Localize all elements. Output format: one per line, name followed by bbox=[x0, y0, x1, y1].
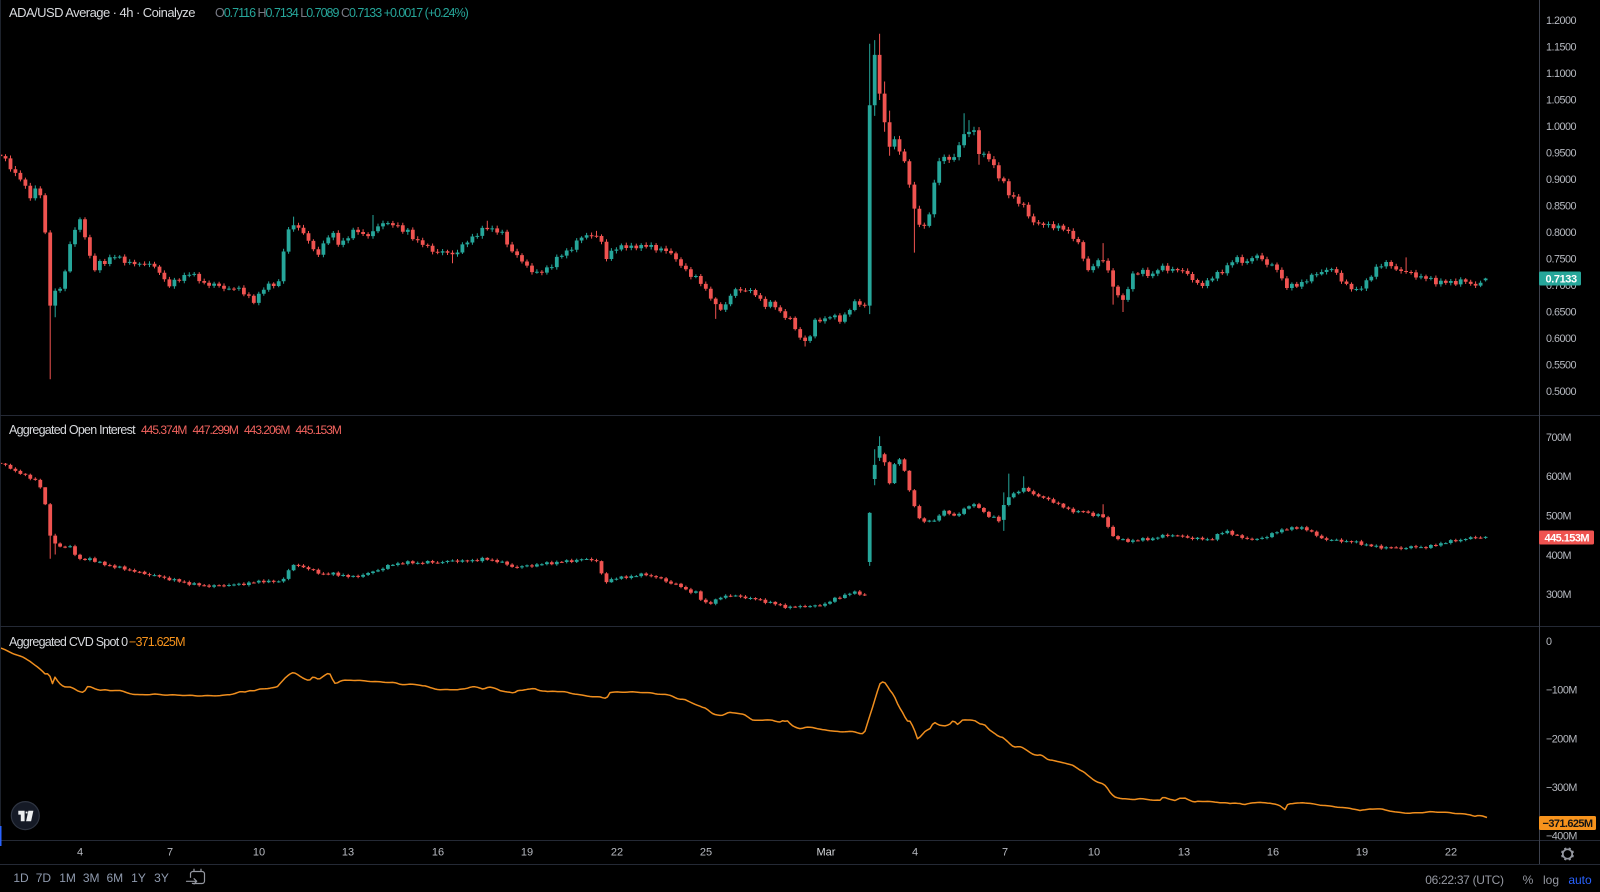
svg-text:300M: 300M bbox=[1546, 589, 1572, 601]
svg-text:1D: 1D bbox=[13, 871, 29, 885]
svg-text:4: 4 bbox=[912, 847, 918, 859]
svg-text:ADA/USD Average · 4h · Coinaly: ADA/USD Average · 4h · Coinalyze bbox=[9, 5, 195, 20]
svg-text:16: 16 bbox=[432, 847, 444, 859]
svg-text:−200M: −200M bbox=[1546, 733, 1577, 745]
svg-text:−371.625M: −371.625M bbox=[129, 635, 185, 649]
svg-text:0.5000: 0.5000 bbox=[1546, 386, 1577, 398]
svg-text:−300M: −300M bbox=[1546, 782, 1577, 794]
svg-text:0.6000: 0.6000 bbox=[1546, 333, 1577, 345]
svg-text:−371.625M: −371.625M bbox=[1543, 818, 1593, 830]
svg-text:7: 7 bbox=[1002, 847, 1008, 859]
svg-text:Aggregated CVD Spot 0: Aggregated CVD Spot 0 bbox=[9, 635, 128, 649]
svg-text:0.9500: 0.9500 bbox=[1546, 148, 1577, 160]
svg-text:1.2000: 1.2000 bbox=[1546, 15, 1577, 27]
svg-text:06:22:37 (UTC): 06:22:37 (UTC) bbox=[1425, 873, 1504, 887]
svg-text:13: 13 bbox=[342, 847, 354, 859]
svg-text:0.8000: 0.8000 bbox=[1546, 227, 1577, 239]
svg-text:19: 19 bbox=[521, 847, 533, 859]
svg-text:1.0500: 1.0500 bbox=[1546, 95, 1577, 107]
svg-text:700M: 700M bbox=[1546, 432, 1572, 444]
svg-text:0.9000: 0.9000 bbox=[1546, 174, 1577, 186]
svg-text:4: 4 bbox=[77, 847, 83, 859]
svg-text:Aggregated Open Interest: Aggregated Open Interest bbox=[9, 423, 136, 437]
svg-text:0.6500: 0.6500 bbox=[1546, 307, 1577, 319]
svg-text:600M: 600M bbox=[1546, 471, 1572, 483]
svg-text:10: 10 bbox=[253, 847, 265, 859]
svg-text:1Y: 1Y bbox=[131, 871, 146, 885]
svg-text:500M: 500M bbox=[1546, 511, 1572, 523]
svg-text:22: 22 bbox=[611, 847, 623, 859]
svg-text:0.7133: 0.7133 bbox=[1546, 274, 1578, 286]
svg-text:13: 13 bbox=[1178, 847, 1190, 859]
svg-text:7: 7 bbox=[167, 847, 173, 859]
svg-text:22: 22 bbox=[1445, 847, 1457, 859]
svg-text:1M: 1M bbox=[59, 871, 76, 885]
svg-text:log: log bbox=[1543, 873, 1559, 887]
svg-text:−100M: −100M bbox=[1546, 685, 1577, 697]
svg-text:3Y: 3Y bbox=[154, 871, 169, 885]
svg-text:%: % bbox=[1523, 873, 1534, 887]
svg-text:6M: 6M bbox=[106, 871, 123, 885]
svg-text:0.7500: 0.7500 bbox=[1546, 254, 1577, 266]
svg-text:7D: 7D bbox=[36, 871, 52, 885]
svg-text:O0.7116 H0.7134 L0.7089 C0.713: O0.7116 H0.7134 L0.7089 C0.7133 +0.0017 … bbox=[215, 6, 469, 20]
svg-text:16: 16 bbox=[1267, 847, 1279, 859]
svg-text:19: 19 bbox=[1356, 847, 1368, 859]
svg-text:1.0000: 1.0000 bbox=[1546, 121, 1577, 133]
svg-text:0: 0 bbox=[1546, 636, 1552, 648]
svg-text:3M: 3M bbox=[83, 871, 100, 885]
svg-text:auto: auto bbox=[1568, 873, 1592, 887]
svg-text:445.374M: 445.374M bbox=[141, 423, 187, 437]
svg-text:−400M: −400M bbox=[1546, 831, 1577, 843]
svg-text:0.5500: 0.5500 bbox=[1546, 360, 1577, 372]
svg-text:445.153M: 445.153M bbox=[296, 423, 342, 437]
svg-text:Mar: Mar bbox=[817, 847, 836, 859]
svg-text:445.153M: 445.153M bbox=[1545, 533, 1590, 545]
svg-text:1.1500: 1.1500 bbox=[1546, 42, 1577, 54]
svg-text:400M: 400M bbox=[1546, 550, 1572, 562]
svg-text:447.299M: 447.299M bbox=[193, 423, 239, 437]
svg-text:10: 10 bbox=[1088, 847, 1100, 859]
svg-text:0.8500: 0.8500 bbox=[1546, 201, 1577, 213]
svg-text:25: 25 bbox=[700, 847, 712, 859]
svg-text:1.1000: 1.1000 bbox=[1546, 68, 1577, 80]
svg-text:443.206M: 443.206M bbox=[244, 423, 290, 437]
